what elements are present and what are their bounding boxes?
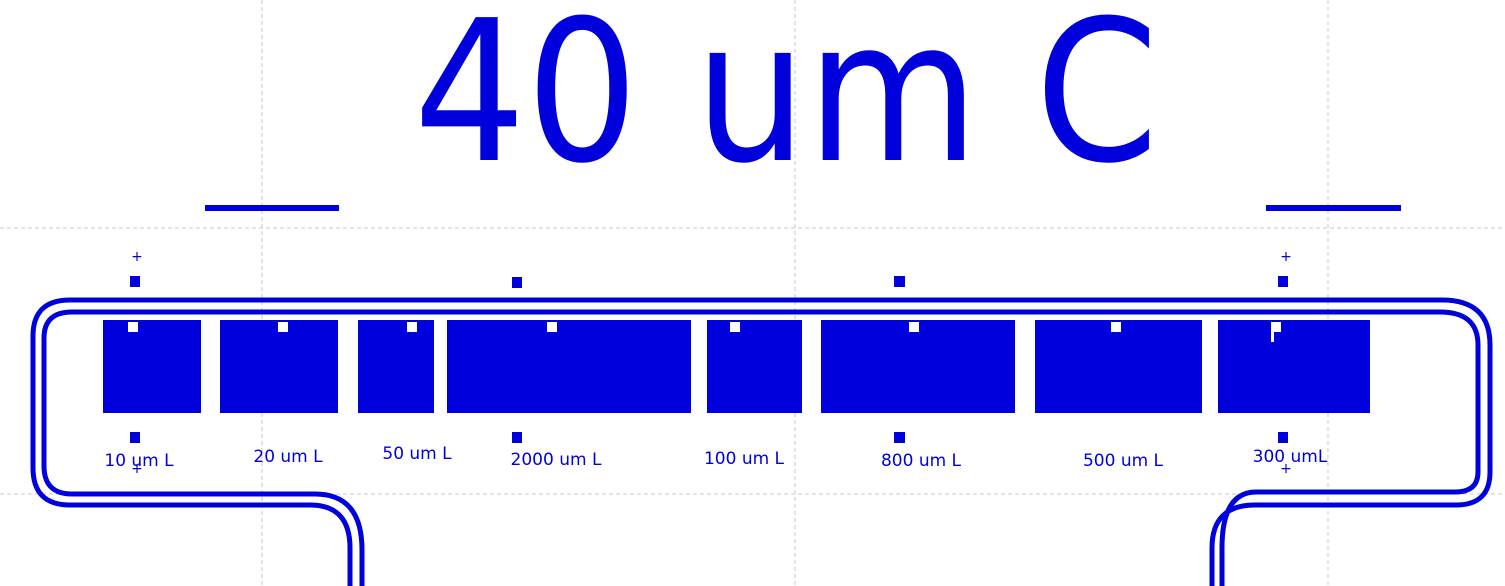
via-square bbox=[547, 322, 557, 332]
via-square bbox=[730, 322, 740, 332]
left-title-bar bbox=[205, 205, 339, 211]
layout-title: 40 um C bbox=[414, 0, 1159, 207]
probe-pad bbox=[1278, 432, 1288, 443]
resistor-block: 10 um L bbox=[103, 320, 201, 471]
via-square bbox=[1111, 322, 1121, 332]
probe-pad bbox=[130, 432, 140, 443]
via-square bbox=[128, 322, 138, 332]
resistor-body bbox=[1035, 320, 1202, 413]
resistor-block: 20 um L bbox=[220, 320, 338, 467]
resistor-block: 800 um L bbox=[821, 320, 1015, 471]
probe-pad bbox=[512, 277, 522, 288]
probe-pad bbox=[894, 276, 905, 287]
resistor-block: 300 umL bbox=[1218, 320, 1370, 467]
resistor-label: 100 um L bbox=[704, 449, 785, 469]
resistor-block: 100 um L bbox=[704, 320, 802, 469]
probe-pads bbox=[130, 276, 1288, 443]
resistor-label: 2000 um L bbox=[511, 450, 602, 470]
resistor-label: 500 um L bbox=[1083, 451, 1164, 471]
resistor-body bbox=[447, 320, 691, 413]
cross-marker: + bbox=[1280, 249, 1292, 265]
via-square bbox=[1271, 322, 1281, 332]
right-title-bar bbox=[1266, 205, 1401, 211]
resistor-label: 300 umL bbox=[1253, 447, 1328, 467]
resistor-body bbox=[358, 320, 434, 413]
resistor-body bbox=[707, 320, 802, 413]
resistor-block: 50 um L bbox=[358, 320, 452, 464]
cross-marker: + bbox=[1280, 461, 1292, 477]
resistor-label: 10 um L bbox=[104, 451, 174, 471]
resistor-label: 800 um L bbox=[881, 451, 962, 471]
via-square bbox=[278, 322, 288, 332]
probe-pad bbox=[130, 276, 140, 287]
resistor-body bbox=[103, 320, 201, 413]
cross-marker: + bbox=[131, 461, 143, 477]
resistor-body bbox=[821, 320, 1015, 413]
probe-pad bbox=[512, 432, 522, 443]
via-tick bbox=[1271, 332, 1274, 342]
via-square bbox=[407, 322, 417, 332]
cross-marker: + bbox=[131, 249, 143, 265]
resistor-blocks: 10 um L 20 um L 50 um L 2000 um L 100 um… bbox=[103, 320, 1370, 471]
resistor-label: 50 um L bbox=[382, 444, 452, 464]
resistor-body bbox=[220, 320, 338, 413]
probe-pad bbox=[894, 432, 905, 443]
probe-pad bbox=[1278, 276, 1288, 287]
inner-trace bbox=[41, 309, 1481, 586]
via-square bbox=[909, 322, 919, 332]
resistor-block: 2000 um L bbox=[447, 320, 691, 470]
resistor-body bbox=[1218, 320, 1370, 413]
resistor-block: 500 um L bbox=[1035, 320, 1202, 471]
resistor-label: 20 um L bbox=[253, 447, 323, 467]
outer-trace bbox=[30, 297, 1493, 586]
